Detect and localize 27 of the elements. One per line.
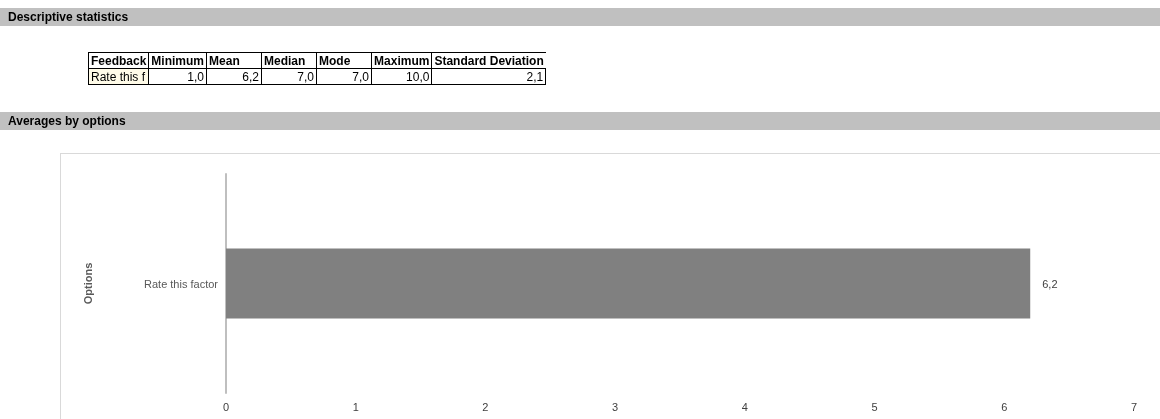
data-label: 10,0 bbox=[371, 68, 432, 85]
category-label: Rate this f bbox=[91, 69, 146, 84]
category-label: Maximum bbox=[371, 52, 432, 69]
x-tick-label: 2 bbox=[482, 400, 489, 413]
data-label: 7,0 bbox=[261, 68, 317, 85]
x-tick-label: 3 bbox=[612, 400, 619, 413]
data-label: 2,1 bbox=[431, 68, 546, 85]
x-tick-label: 7 bbox=[1130, 400, 1138, 413]
category-label: Standard Deviation bbox=[431, 52, 546, 69]
x-tick-label: 1 bbox=[352, 400, 359, 413]
category-label: Minimum bbox=[148, 52, 207, 69]
y-tick-label: Rate this factor bbox=[144, 277, 219, 290]
category-label: Median bbox=[261, 52, 317, 69]
text: Descriptive statistics bbox=[0, 8, 1160, 26]
x-tick-label: 4 bbox=[741, 400, 748, 413]
data-label: 6,2 bbox=[206, 68, 262, 85]
category-label: Mean bbox=[206, 52, 262, 69]
category-label: Mode bbox=[316, 52, 372, 69]
data-label: 7,0 bbox=[316, 68, 372, 85]
x-tick-label: 6 bbox=[1001, 400, 1008, 413]
y-axis-title: Options bbox=[81, 262, 94, 305]
text: Feedback bbox=[88, 52, 149, 69]
text: Averages by options bbox=[0, 112, 1160, 130]
data-label: 6,2 bbox=[1042, 277, 1058, 290]
x-tick-label: 5 bbox=[871, 400, 878, 413]
data-label: 1,0 bbox=[148, 68, 207, 85]
x-tick-label: 0 bbox=[222, 400, 230, 413]
